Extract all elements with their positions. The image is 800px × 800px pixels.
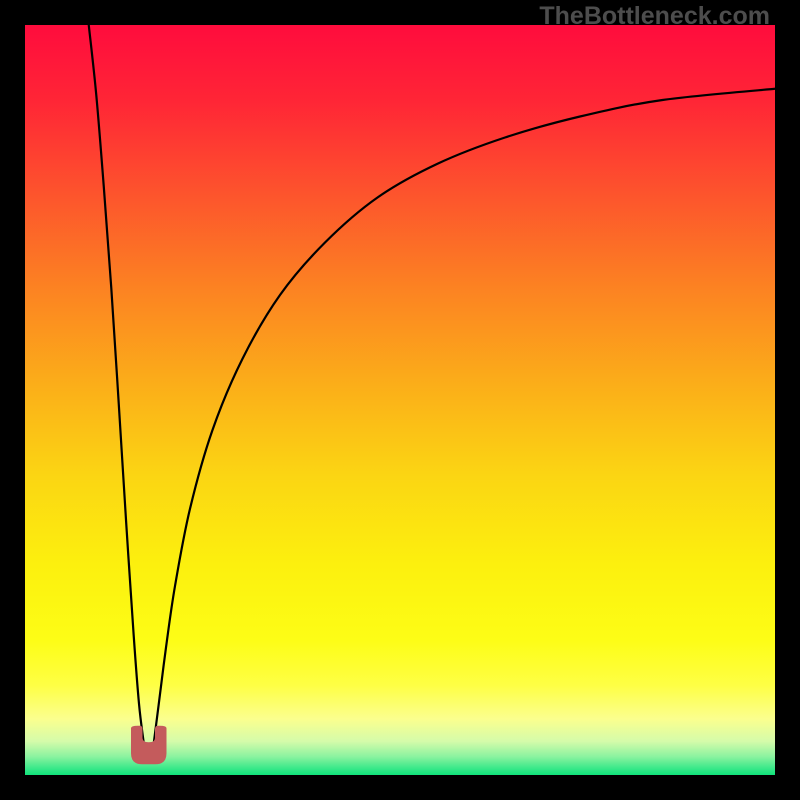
bottleneck-curve bbox=[25, 25, 775, 775]
watermark-text: TheBottleneck.com bbox=[539, 2, 770, 31]
curve-right-branch bbox=[154, 89, 775, 742]
dip-marker bbox=[132, 726, 167, 764]
chart-frame: TheBottleneck.com bbox=[0, 0, 800, 800]
plot-area bbox=[25, 25, 775, 775]
curve-left-branch bbox=[89, 25, 144, 741]
